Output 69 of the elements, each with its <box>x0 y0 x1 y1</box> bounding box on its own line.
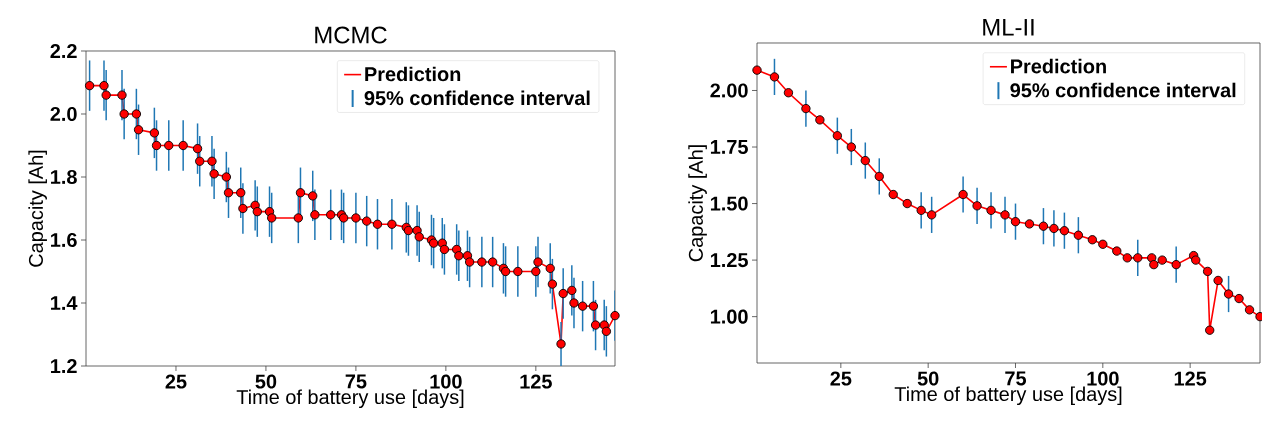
y-tick-label: 1.00 <box>710 309 748 324</box>
point <box>1112 246 1122 256</box>
point <box>1059 226 1070 236</box>
point <box>846 142 856 152</box>
annotation: 95% confidence interval <box>364 90 590 106</box>
point <box>888 189 898 200</box>
point <box>1122 253 1132 263</box>
x-tick-label: 25 <box>830 371 852 386</box>
y-tick-label: 1.25 <box>710 253 748 268</box>
point <box>1191 255 1201 265</box>
x-tick-label: 125 <box>520 374 552 389</box>
y-tick-label: 1.75 <box>710 140 748 154</box>
y-tick-label: 2.00 <box>710 83 748 98</box>
point <box>1234 293 1244 304</box>
x-tick-label: 125 <box>1174 371 1207 386</box>
point <box>1205 325 1215 335</box>
x-tick-label: 25 <box>165 374 187 389</box>
point <box>860 155 870 166</box>
point <box>832 131 842 141</box>
x-tick-label: 100 <box>1087 371 1119 386</box>
point <box>927 210 937 220</box>
point <box>972 201 982 211</box>
point <box>1244 305 1255 315</box>
y-tick-label: 1.4 <box>51 296 78 310</box>
point <box>1073 230 1084 240</box>
point <box>874 171 884 182</box>
point <box>1049 223 1059 234</box>
x-axis-title: Time of battery use [days] <box>894 386 1122 406</box>
x-tick-label: 75 <box>1005 371 1027 386</box>
point <box>1098 239 1108 249</box>
point <box>752 65 762 75</box>
chart-title: MCMC <box>315 26 387 44</box>
point <box>902 198 912 209</box>
point <box>958 189 968 200</box>
point <box>769 72 780 82</box>
x-axis-title: Time of battery use [days] <box>236 389 464 409</box>
x-tick-label: 50 <box>255 374 277 389</box>
y-tick-label: 1.50 <box>710 196 748 211</box>
y-tick-label: 1.2 <box>51 359 77 373</box>
y-tick-label: 2.0 <box>50 106 77 122</box>
point <box>1024 219 1035 229</box>
point <box>1202 266 1213 277</box>
y-axis-title: Capacity [Ah] <box>28 150 47 267</box>
legend-label: Prediction <box>365 66 461 82</box>
y-axis-title: Capacity [Ah] <box>688 145 707 262</box>
y-tick-label: 2.2 <box>50 44 77 58</box>
point <box>1149 259 1159 270</box>
annotation: 95% confidence interval <box>1010 82 1236 98</box>
x-tick-label: 50 <box>917 371 939 386</box>
y-tick-label: 1.6 <box>51 232 77 248</box>
point <box>1087 235 1097 245</box>
point <box>815 115 825 125</box>
point <box>1171 259 1181 270</box>
point <box>801 103 811 114</box>
x-tick-label: 75 <box>345 374 367 389</box>
y-tick-label: 1.8 <box>51 169 77 185</box>
point <box>783 88 794 98</box>
x-tick-label: 100 <box>430 374 462 389</box>
point <box>986 205 996 215</box>
point <box>1038 221 1049 231</box>
point <box>1133 253 1143 263</box>
point <box>1213 275 1223 286</box>
point <box>1000 210 1010 220</box>
point <box>916 205 926 215</box>
chart-title: ML-II <box>983 19 1034 36</box>
point <box>1223 289 1234 299</box>
point <box>1157 255 1167 265</box>
point <box>1010 217 1021 227</box>
legend-label: Prediction <box>1011 58 1106 74</box>
